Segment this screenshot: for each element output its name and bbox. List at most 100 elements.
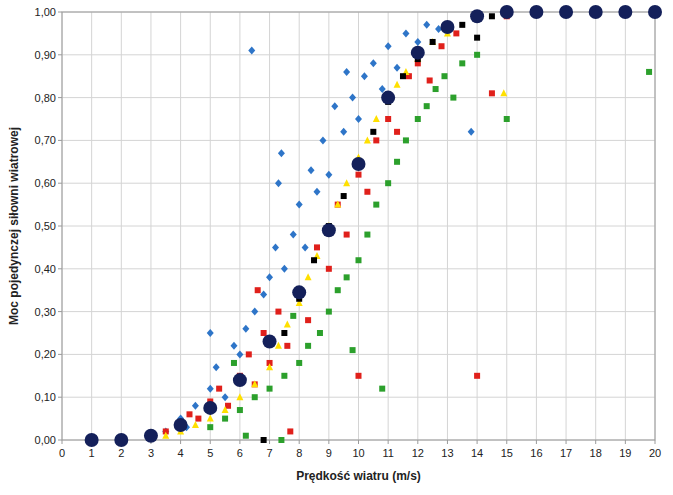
point bbox=[646, 69, 652, 75]
point bbox=[287, 428, 293, 434]
point bbox=[394, 81, 401, 88]
tick-label: 0,40 bbox=[35, 263, 56, 275]
grid-line bbox=[417, 12, 418, 440]
tick-label: 12 bbox=[412, 447, 424, 459]
point bbox=[335, 287, 341, 293]
tick-label: 19 bbox=[619, 447, 631, 459]
point bbox=[308, 166, 315, 174]
point bbox=[281, 330, 287, 336]
point bbox=[263, 335, 277, 349]
point bbox=[296, 360, 302, 366]
point bbox=[85, 433, 99, 447]
point bbox=[302, 243, 309, 251]
grid-line bbox=[388, 12, 389, 440]
point bbox=[440, 20, 454, 34]
point bbox=[459, 60, 465, 66]
point bbox=[251, 380, 258, 387]
point bbox=[341, 193, 347, 199]
point bbox=[343, 68, 350, 76]
tick-mark bbox=[180, 440, 181, 444]
series bbox=[85, 5, 662, 447]
point bbox=[284, 343, 290, 349]
point bbox=[305, 273, 312, 280]
point bbox=[441, 73, 447, 79]
tick-mark bbox=[58, 440, 62, 441]
point bbox=[195, 416, 201, 422]
point bbox=[344, 232, 350, 238]
point bbox=[203, 401, 217, 415]
point bbox=[248, 47, 255, 55]
point bbox=[260, 290, 267, 298]
point bbox=[213, 363, 220, 371]
tick-mark bbox=[388, 440, 389, 444]
grid-line bbox=[180, 12, 181, 440]
point bbox=[355, 115, 362, 123]
point bbox=[305, 343, 311, 349]
point bbox=[222, 406, 229, 413]
tick-label: 8 bbox=[296, 447, 302, 459]
grid-line bbox=[150, 12, 151, 440]
point bbox=[373, 137, 379, 143]
tick-mark bbox=[58, 183, 62, 184]
point bbox=[356, 172, 362, 178]
point bbox=[459, 22, 465, 28]
point bbox=[284, 320, 291, 327]
point bbox=[305, 317, 311, 323]
point bbox=[648, 5, 662, 19]
point bbox=[266, 273, 273, 281]
point bbox=[394, 64, 401, 72]
tick-mark bbox=[536, 440, 537, 444]
point bbox=[403, 137, 409, 143]
grid-line bbox=[299, 12, 300, 440]
tick-label: 1 bbox=[89, 447, 95, 459]
point bbox=[281, 265, 288, 273]
point bbox=[230, 342, 237, 350]
tick-label: 2 bbox=[118, 447, 124, 459]
point bbox=[356, 373, 362, 379]
point bbox=[222, 416, 228, 422]
tick-label: 1,00 bbox=[35, 6, 56, 18]
series bbox=[261, 9, 510, 443]
tick-mark bbox=[269, 440, 270, 444]
point bbox=[252, 394, 258, 400]
tick-label: 18 bbox=[590, 447, 602, 459]
point bbox=[402, 29, 409, 37]
axis-title: Moc pojedynczej siłowni wiatrowej bbox=[7, 127, 21, 325]
point bbox=[192, 402, 199, 410]
point bbox=[222, 393, 229, 401]
tick-mark bbox=[358, 440, 359, 444]
tick-mark bbox=[328, 440, 329, 444]
point bbox=[370, 129, 376, 135]
point bbox=[589, 5, 603, 19]
point bbox=[373, 202, 379, 208]
point bbox=[233, 373, 247, 387]
point bbox=[364, 189, 370, 195]
point bbox=[385, 116, 391, 122]
tick-mark bbox=[58, 12, 62, 13]
point bbox=[373, 115, 380, 122]
tick-label: 16 bbox=[530, 447, 542, 459]
point bbox=[192, 421, 199, 428]
point bbox=[474, 35, 480, 41]
point bbox=[489, 13, 495, 19]
point bbox=[400, 73, 406, 79]
point bbox=[278, 437, 284, 443]
point bbox=[281, 373, 287, 379]
point bbox=[356, 257, 362, 263]
tick-mark bbox=[210, 440, 211, 444]
tick-label: 15 bbox=[501, 447, 513, 459]
point bbox=[411, 46, 425, 60]
tick-mark bbox=[62, 440, 63, 444]
point bbox=[500, 89, 507, 96]
point bbox=[379, 386, 385, 392]
tick-label: 10 bbox=[352, 447, 364, 459]
tick-mark bbox=[58, 226, 62, 227]
tick-label: 4 bbox=[178, 447, 184, 459]
point bbox=[236, 393, 243, 400]
series bbox=[88, 29, 507, 443]
point bbox=[243, 433, 249, 439]
tick-label: 0,60 bbox=[35, 177, 56, 189]
point bbox=[317, 330, 323, 336]
tick-label: 3 bbox=[148, 447, 154, 459]
point bbox=[385, 42, 392, 50]
